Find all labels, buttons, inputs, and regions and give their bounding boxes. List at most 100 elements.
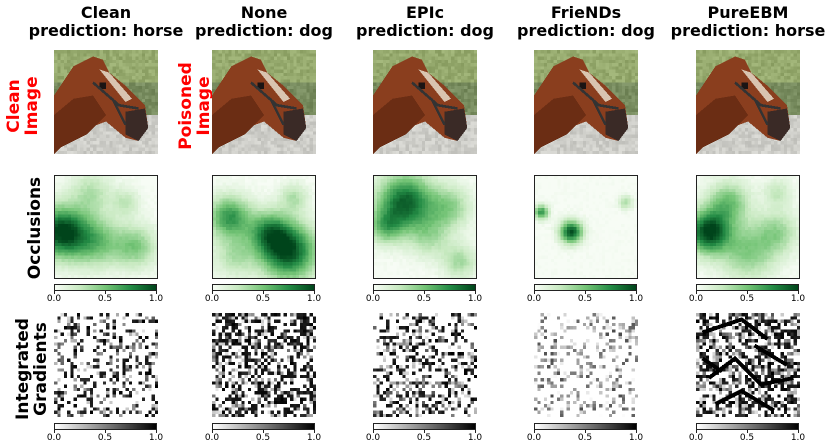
colorbar-tick-mark [424,291,425,294]
colorbar-tick-mark [156,430,157,433]
occlusion-colorbar [212,284,315,291]
column-header-clean: Clean prediction: horse [26,4,186,40]
column-prediction-label: prediction: horse [28,21,184,40]
column-method-label: PureEBM [707,3,789,22]
colorbar-tick-mark [156,291,157,294]
colorbar-tick-label: 0.0 [204,294,220,304]
occlusion-map-epic [373,175,477,279]
column-method-label: EPIc [405,3,445,22]
colorbar-tick-label: 0.5 [255,433,271,443]
integrated-gradients-map-pureebm [696,313,800,417]
colorbar-tick-mark [475,430,476,433]
colorbar-tick-mark [424,430,425,433]
colorbar-tick-label: 0.0 [526,294,542,304]
poisoned-image-pureebm [696,50,800,154]
integrated-gradients-map-none [212,313,316,417]
colorbar-tick-mark [105,291,106,294]
integrated-gradients-colorbar-ticks: 0.0 0.5 1.0 [689,430,816,445]
colorbar-tick-mark [636,291,637,294]
integrated-gradients-map-epic [373,313,477,417]
row-label-poisoned-image: Poisoned Image [176,62,214,150]
column-prediction-label: prediction: dog [195,21,333,40]
colorbar-tick-mark [747,430,748,433]
colorbar-tick-label: 1.0 [790,294,806,304]
column-prediction-label: prediction: horse [670,21,826,40]
colorbar-tick-mark [585,291,586,294]
integrated-gradients-colorbar-ticks: 0.0 0.5 1.0 [366,430,493,445]
occlusion-map-clean [54,175,158,279]
integrated-gradients-colorbar [373,423,476,430]
occlusion-colorbar [696,284,799,291]
integrated-gradients-colorbar [534,423,637,430]
colorbar-tick-label: 1.0 [306,433,322,443]
colorbar-tick-label: 0.5 [577,294,593,304]
occlusion-colorbar-ticks: 0.0 0.5 1.0 [689,291,816,306]
row-label-occlusions: Occlusions [25,176,45,280]
colorbar-tick-mark [105,430,106,433]
column-header-epic: EPIc prediction: dog [345,4,505,40]
colorbar-tick-label: 0.0 [688,294,704,304]
colorbar-tick-mark [314,291,315,294]
colorbar-tick-label: 1.0 [467,294,483,304]
colorbar-tick-mark [373,430,374,433]
colorbar-tick-mark [54,291,55,294]
occlusion-colorbar-ticks: 0.0 0.5 1.0 [366,291,493,306]
colorbar-tick-mark [798,430,799,433]
column-method-label: Clean [80,3,132,22]
occlusion-colorbar-ticks: 0.0 0.5 1.0 [47,291,174,306]
colorbar-tick-mark [534,430,535,433]
colorbar-tick-label: 1.0 [148,294,164,304]
row-label-clean-image: Clean Image [4,76,42,136]
column-header-none: None prediction: dog [184,4,344,40]
colorbar-tick-label: 0.0 [526,433,542,443]
occlusion-colorbar-ticks: 0.0 0.5 1.0 [205,291,332,306]
colorbar-tick-mark [314,430,315,433]
colorbar-tick-mark [636,430,637,433]
colorbar-tick-label: 0.0 [365,433,381,443]
column-prediction-label: prediction: dog [517,21,655,40]
occlusion-map-pureebm [696,175,800,279]
column-method-label: None [240,3,288,22]
colorbar-tick-label: 0.0 [688,433,704,443]
colorbar-tick-label: 1.0 [148,433,164,443]
colorbar-tick-mark [212,430,213,433]
colorbar-tick-mark [263,430,264,433]
colorbar-tick-label: 0.5 [577,433,593,443]
colorbar-tick-label: 0.5 [97,294,113,304]
colorbar-tick-mark [373,291,374,294]
colorbar-tick-mark [54,430,55,433]
occlusion-colorbar [534,284,637,291]
poisoned-image-epic [373,50,477,154]
occlusion-map-none [212,175,316,279]
colorbar-tick-mark [534,291,535,294]
colorbar-tick-label: 0.5 [739,294,755,304]
colorbar-tick-label: 1.0 [306,294,322,304]
poisoned-image-friends [534,50,638,154]
occlusion-colorbar [373,284,476,291]
integrated-gradients-colorbar [212,423,315,430]
clean-image-clean [54,50,158,154]
integrated-gradients-map-clean [54,313,158,417]
colorbar-tick-mark [798,291,799,294]
colorbar-tick-mark [263,291,264,294]
colorbar-tick-label: 0.0 [204,433,220,443]
integrated-gradients-colorbar [54,423,157,430]
column-method-label: FrieNDs [550,3,622,22]
colorbar-tick-label: 0.5 [739,433,755,443]
occlusion-colorbar-ticks: 0.0 0.5 1.0 [527,291,654,306]
colorbar-tick-mark [212,291,213,294]
colorbar-tick-mark [475,291,476,294]
colorbar-tick-label: 1.0 [628,294,644,304]
integrated-gradients-map-friends [534,313,638,417]
colorbar-tick-mark [696,291,697,294]
colorbar-tick-label: 0.0 [46,294,62,304]
integrated-gradients-colorbar [696,423,799,430]
colorbar-tick-label: 0.0 [46,433,62,443]
colorbar-tick-mark [747,291,748,294]
colorbar-tick-label: 0.0 [365,294,381,304]
colorbar-tick-mark [696,430,697,433]
column-header-pureebm: PureEBM prediction: horse [668,4,828,40]
colorbar-tick-label: 0.5 [255,294,271,304]
column-prediction-label: prediction: dog [356,21,494,40]
integrated-gradients-colorbar-ticks: 0.0 0.5 1.0 [527,430,654,445]
